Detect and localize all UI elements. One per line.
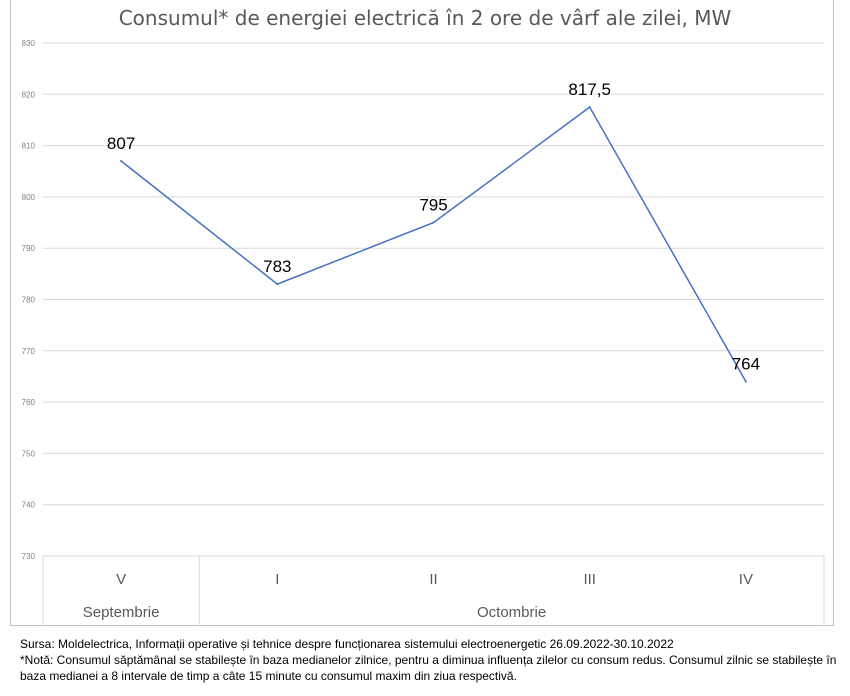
data-label: 807 — [107, 134, 135, 153]
x-tick-label: II — [429, 571, 437, 588]
data-labels: 807 783 795 817,5 764 — [107, 80, 760, 373]
y-tick-label: 750 — [22, 449, 36, 458]
y-tick-label: 790 — [22, 244, 36, 253]
data-label: 817,5 — [568, 80, 611, 99]
x-tick-label: IV — [739, 571, 753, 588]
y-tick-label: 830 — [22, 39, 36, 48]
footnote: *Notă: Consumul săptămânal se stabilește… — [20, 653, 837, 683]
x-group-label: Septembrie — [83, 604, 160, 621]
y-tick-label: 730 — [22, 552, 36, 561]
notes: Sursa: Moldelectrica, Informații operati… — [20, 636, 840, 684]
data-point — [432, 221, 435, 224]
data-point — [276, 283, 279, 286]
y-tick-label: 800 — [22, 193, 36, 202]
source-note: Sursa: Moldelectrica, Informații operati… — [20, 637, 674, 651]
data-label: 764 — [732, 355, 760, 374]
series-line — [120, 106, 747, 382]
data-point — [744, 380, 747, 383]
data-label: 795 — [419, 196, 447, 215]
data-point — [588, 106, 591, 109]
y-tick-label: 770 — [22, 347, 36, 356]
line-chart: Consumul* de energiei electrică în 2 ore… — [22, 6, 825, 626]
x-tick-label: V — [116, 571, 126, 588]
y-tick-label: 820 — [22, 90, 36, 99]
y-tick-label: 780 — [22, 296, 36, 305]
y-axis-ticks: 730 740 750 760 770 780 790 800 810 820 830 — [22, 39, 36, 561]
y-tick-label: 760 — [22, 398, 36, 407]
y-tick-label: 740 — [22, 501, 36, 510]
x-tick-label: I — [275, 571, 279, 588]
series-layer — [120, 106, 747, 383]
y-tick-label: 810 — [22, 142, 36, 151]
gridlines — [43, 42, 824, 557]
x-group-label: Octombrie — [477, 604, 546, 621]
data-label: 783 — [263, 257, 291, 276]
chart-title: Consumul* de energiei electrică în 2 ore… — [119, 6, 732, 30]
x-tick-label: III — [583, 571, 596, 588]
data-point — [120, 159, 123, 162]
chart-frame — [10, 0, 834, 626]
